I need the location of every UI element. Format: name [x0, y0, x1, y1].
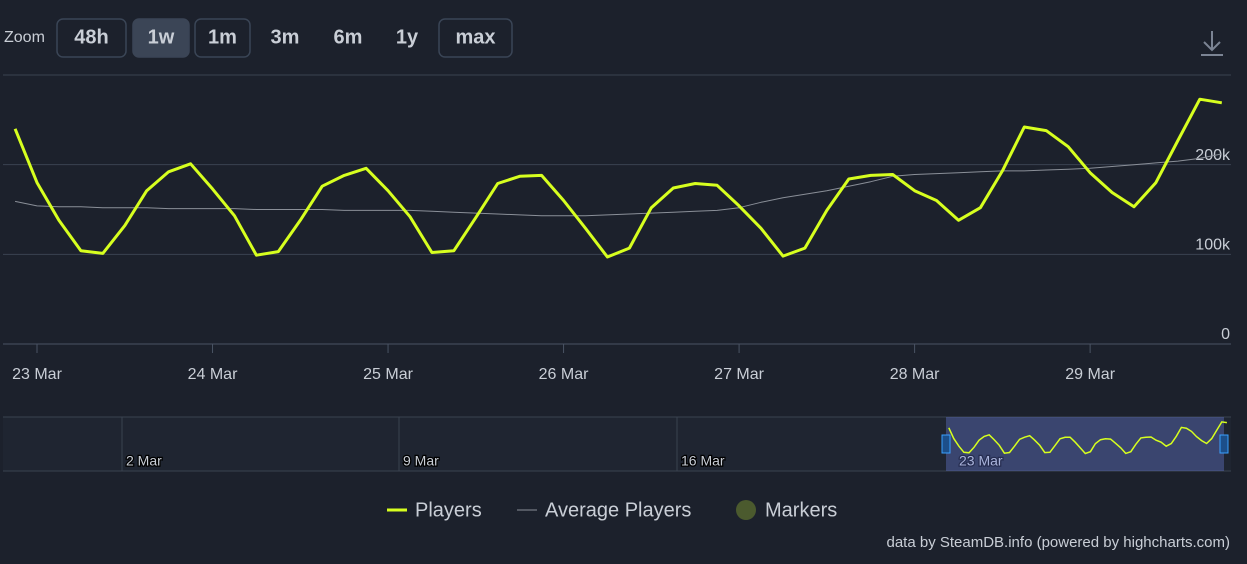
- navigator-label: 9 Mar: [403, 453, 439, 469]
- legend-label: Average Players: [545, 499, 691, 521]
- credits: data by SteamDB.info (powered by highcha…: [887, 534, 1231, 551]
- x-tick-label: 24 Mar: [188, 366, 238, 383]
- zoom-button-label: 6m: [334, 26, 363, 48]
- legend-label: Players: [415, 499, 482, 521]
- y-tick-label: 100k: [1195, 237, 1231, 254]
- navigator-label: 16 Mar: [681, 453, 725, 469]
- x-tick-label: 28 Mar: [890, 366, 940, 383]
- zoom-button[interactable]: 1m: [194, 18, 251, 58]
- zoom-button[interactable]: 1y: [396, 26, 419, 48]
- legend-swatch: [736, 500, 756, 520]
- zoom-button[interactable]: 3m: [271, 26, 300, 48]
- zoom-button-box: [56, 18, 127, 58]
- download-icon[interactable]: [1201, 31, 1223, 56]
- legend-item[interactable]: Markers: [736, 499, 837, 521]
- zoom-button-box: [438, 18, 513, 58]
- x-tick-label: 23 Mar: [12, 366, 62, 383]
- legend-item[interactable]: Average Players: [517, 499, 691, 521]
- zoom-button-box: [194, 18, 251, 58]
- zoom-button-label: 3m: [271, 26, 300, 48]
- navigator-bg: [3, 417, 1231, 471]
- y-tick-label: 0: [1221, 326, 1230, 343]
- zoom-button-label: 1y: [396, 26, 419, 48]
- zoom-button-label: 1w: [148, 26, 175, 48]
- zoom-label: Zoom: [4, 29, 45, 46]
- zoom-button[interactable]: 1w: [132, 18, 190, 58]
- zoom-button-label: 1m: [208, 26, 237, 48]
- series-line: [14, 153, 1222, 217]
- x-tick-label: 27 Mar: [714, 366, 764, 383]
- x-tick-label: 25 Mar: [363, 366, 413, 383]
- zoom-button-box: [132, 18, 190, 58]
- navigator-label: 23 Mar: [959, 453, 1003, 469]
- download-glyph: [1201, 31, 1223, 56]
- zoom-button[interactable]: max: [438, 18, 513, 58]
- navigator-handle[interactable]: [941, 434, 951, 454]
- navigator-label: 2 Mar: [126, 453, 162, 469]
- zoom-button[interactable]: 6m: [334, 26, 363, 48]
- legend-item[interactable]: Players: [387, 499, 482, 521]
- navigator-handle[interactable]: [1219, 434, 1229, 454]
- zoom-button-label: max: [455, 26, 495, 48]
- navigator-line: [948, 421, 1228, 455]
- zoom-button-label: 48h: [74, 26, 108, 48]
- x-tick-label: 29 Mar: [1065, 366, 1115, 383]
- navigator-selection: [946, 417, 1224, 471]
- series-line: [13, 97, 1223, 259]
- legend-label: Markers: [765, 499, 837, 521]
- zoom-button[interactable]: 48h: [56, 18, 127, 58]
- x-tick-label: 26 Mar: [539, 366, 589, 383]
